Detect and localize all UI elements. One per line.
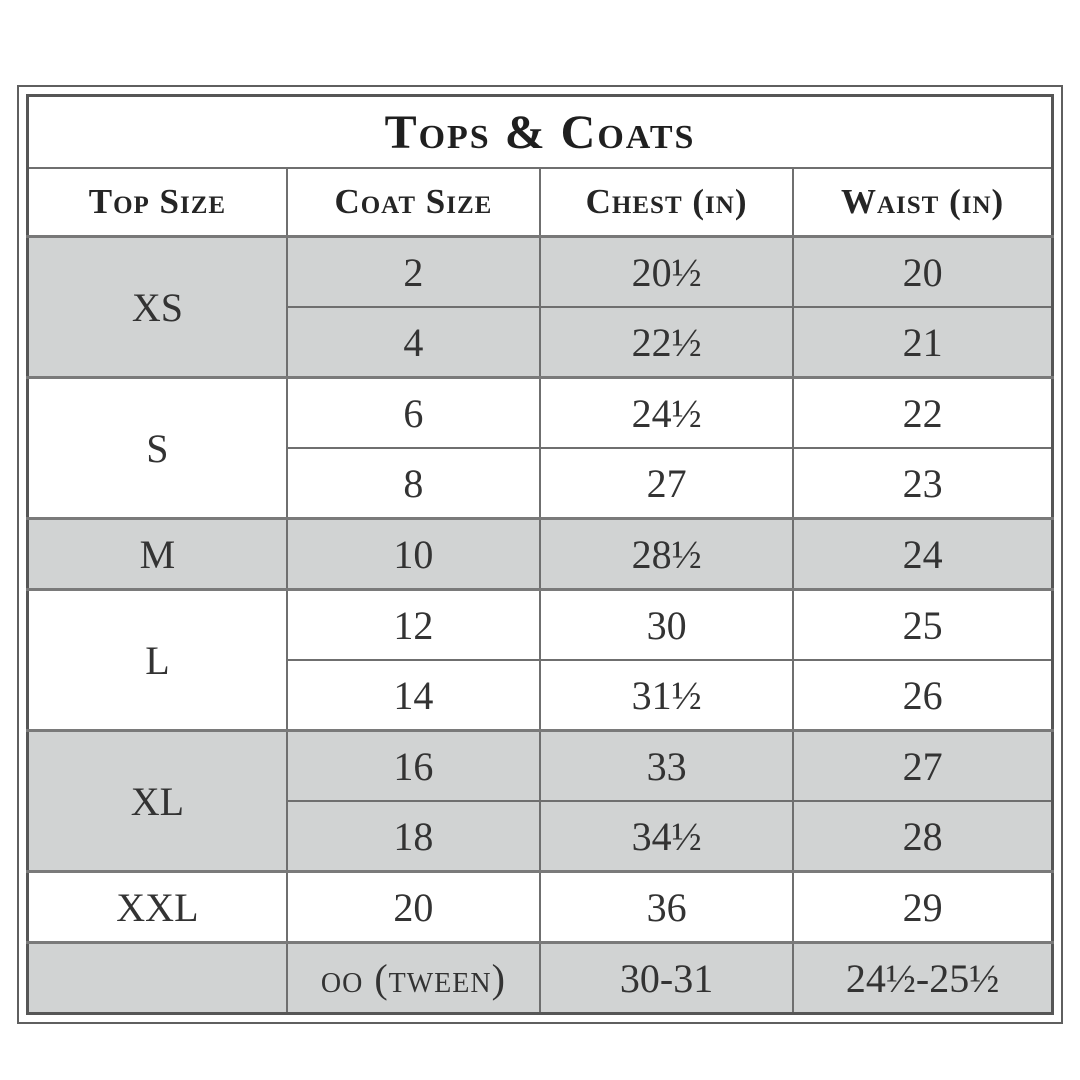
waist-cell: 24½-25½	[792, 941, 1054, 1015]
table-row: 18 34½ 28	[28, 800, 1054, 873]
chest-cell: 36	[538, 870, 795, 944]
top-size-cell: XXL	[26, 870, 288, 944]
table-title: Tops & Coats	[26, 94, 1054, 169]
coat-size-cell: oo (tween)	[285, 941, 541, 1015]
coat-size-cell: 12	[285, 588, 541, 661]
waist-cell: 21	[792, 306, 1054, 379]
chest-cell: 27	[538, 447, 795, 520]
coat-size-cell: 18	[285, 800, 541, 873]
column-header-waist: Waist (in)	[792, 167, 1054, 238]
waist-cell: 27	[792, 729, 1054, 802]
title-row: Tops & Coats	[26, 94, 1054, 169]
column-header-chest: Chest (in)	[538, 167, 795, 238]
coat-size-cell: 6	[285, 376, 541, 449]
chest-cell: 20½	[538, 235, 795, 308]
chest-cell: 22½	[538, 306, 795, 379]
waist-cell: 28	[792, 800, 1054, 873]
chest-cell: 33	[538, 729, 795, 802]
table-row: M 10 28½ 24	[26, 517, 1054, 591]
chest-cell: 34½	[538, 800, 795, 873]
waist-cell: 29	[792, 870, 1054, 944]
top-size-cell: S	[26, 376, 288, 520]
coat-size-cell: 10	[285, 517, 541, 591]
top-size-cell: L	[26, 588, 288, 732]
table-row: XL 16 33 27	[26, 729, 1054, 873]
chest-cell: 24½	[538, 376, 795, 449]
coat-size-cell: 8	[285, 447, 541, 520]
chest-cell: 31½	[538, 659, 795, 732]
table-row: XXL 20 36 29	[26, 870, 1054, 944]
top-size-cell	[26, 941, 288, 1015]
table-row: L 12 30 25	[26, 588, 1054, 732]
chest-cell: 28½	[538, 517, 795, 591]
coat-size-cell: 2	[285, 235, 541, 308]
coat-size-cell: 16	[285, 729, 541, 802]
coat-size-cell: 4	[285, 306, 541, 379]
column-header-top-size: Top Size	[26, 167, 288, 238]
waist-cell: 24	[792, 517, 1054, 591]
table-row: 14 31½ 26	[28, 659, 1054, 732]
table-row: 4 22½ 21	[28, 306, 1054, 379]
waist-cell: 26	[792, 659, 1054, 732]
coat-size-cell: 14	[285, 659, 541, 732]
chest-cell: 30-31	[538, 941, 795, 1015]
header-row: Top Size Coat Size Chest (in) Waist (in)	[26, 167, 1054, 238]
table-row: XS 2 20½ 20	[26, 235, 1054, 379]
column-header-coat-size: Coat Size	[285, 167, 541, 238]
top-size-cell: XL	[26, 729, 288, 873]
waist-cell: 23	[792, 447, 1054, 520]
waist-cell: 20	[792, 235, 1054, 308]
coat-size-cell: 20	[285, 870, 541, 944]
waist-cell: 25	[792, 588, 1054, 661]
size-chart-frame: Tops & Coats Top Size Coat Size Chest (i…	[17, 85, 1063, 1024]
top-size-cell: M	[26, 517, 288, 591]
table-row: oo (tween) 30-31 24½-25½	[26, 941, 1054, 1015]
table-row: 8 27 23	[28, 447, 1054, 520]
table-row: S 6 24½ 22	[26, 376, 1054, 520]
top-size-cell: XS	[26, 235, 288, 379]
waist-cell: 22	[792, 376, 1054, 449]
chest-cell: 30	[538, 588, 795, 661]
size-chart-table: Tops & Coats Top Size Coat Size Chest (i…	[26, 94, 1054, 1015]
